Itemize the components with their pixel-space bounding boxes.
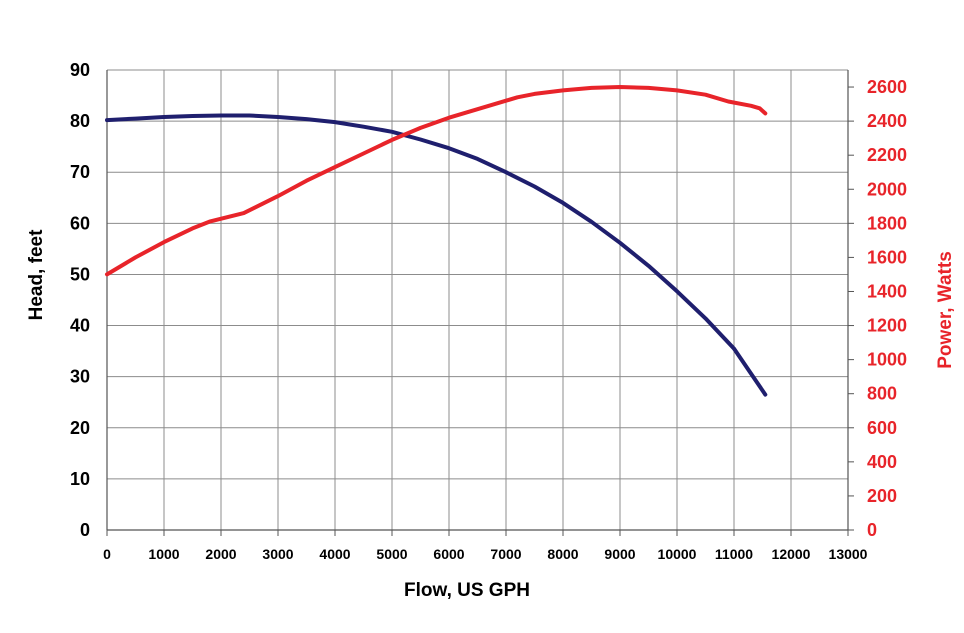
y-axis-left-title: Head, feet <box>26 229 47 320</box>
y-tick-label: 40 <box>70 316 90 336</box>
x-tick-label: 12000 <box>772 546 811 562</box>
y2-tick-label: 1800 <box>867 213 907 233</box>
y-tick-label: 10 <box>70 469 90 489</box>
x-tick-label: 13000 <box>829 546 868 562</box>
x-tick-label: 3000 <box>262 546 293 562</box>
y2-tick-label: 2000 <box>867 179 907 199</box>
power-watts-series-line <box>105 85 768 277</box>
y2-tick-label: 0 <box>867 520 877 540</box>
y-tick-label: 80 <box>70 111 90 131</box>
y-tick-label: 30 <box>70 367 90 387</box>
plot-frame <box>106 70 854 536</box>
y-tick-label: 0 <box>80 520 90 540</box>
y2-tick-label: 1200 <box>867 316 907 336</box>
y-axis-right-title: Power, Watts <box>935 251 956 369</box>
x-axis-ticks: 0 1000 2000 3000 4000 5000 6000 7000 8000 9000 100… <box>103 546 868 562</box>
y-axis-right-ticks: 0 200 400 600 800 1000 1200 1400 1600 1800 2000 220… <box>867 77 907 540</box>
x-tick-label: 5000 <box>376 546 407 562</box>
y-tick-label: 60 <box>70 213 90 233</box>
head-feet-series-line <box>105 113 768 397</box>
x-tick-label: 8000 <box>547 546 578 562</box>
x-axis-title: Flow, US GPH <box>404 580 530 601</box>
y2-tick-label: 400 <box>867 452 897 472</box>
y2-tick-label: 1400 <box>867 281 907 301</box>
y-tick-label: 70 <box>70 162 90 182</box>
x-tick-label: 2000 <box>205 546 236 562</box>
y2-tick-label: 2400 <box>867 111 907 131</box>
x-tick-label: 0 <box>103 546 111 562</box>
y-tick-label: 20 <box>70 418 90 438</box>
y-tick-label: 50 <box>70 264 90 284</box>
y-tick-label: 90 <box>70 60 90 80</box>
y2-tick-label: 1000 <box>867 350 907 370</box>
x-tick-label: 9000 <box>604 546 635 562</box>
y2-tick-label: 1600 <box>867 247 907 267</box>
y2-tick-label: 200 <box>867 486 897 506</box>
y2-tick-label: 800 <box>867 384 897 404</box>
x-tick-label: 4000 <box>319 546 350 562</box>
x-tick-label: 7000 <box>490 546 521 562</box>
y2-tick-label: 600 <box>867 418 897 438</box>
x-tick-label: 10000 <box>658 546 697 562</box>
x-tick-label: 1000 <box>148 546 179 562</box>
x-tick-label: 6000 <box>433 546 464 562</box>
y2-tick-label: 2200 <box>867 145 907 165</box>
y-axis-left-ticks: 0 10 20 30 40 50 60 70 80 90 <box>70 60 90 540</box>
series-layer <box>105 85 768 397</box>
y2-tick-label: 2600 <box>867 77 907 97</box>
x-tick-label: 11000 <box>715 546 753 562</box>
